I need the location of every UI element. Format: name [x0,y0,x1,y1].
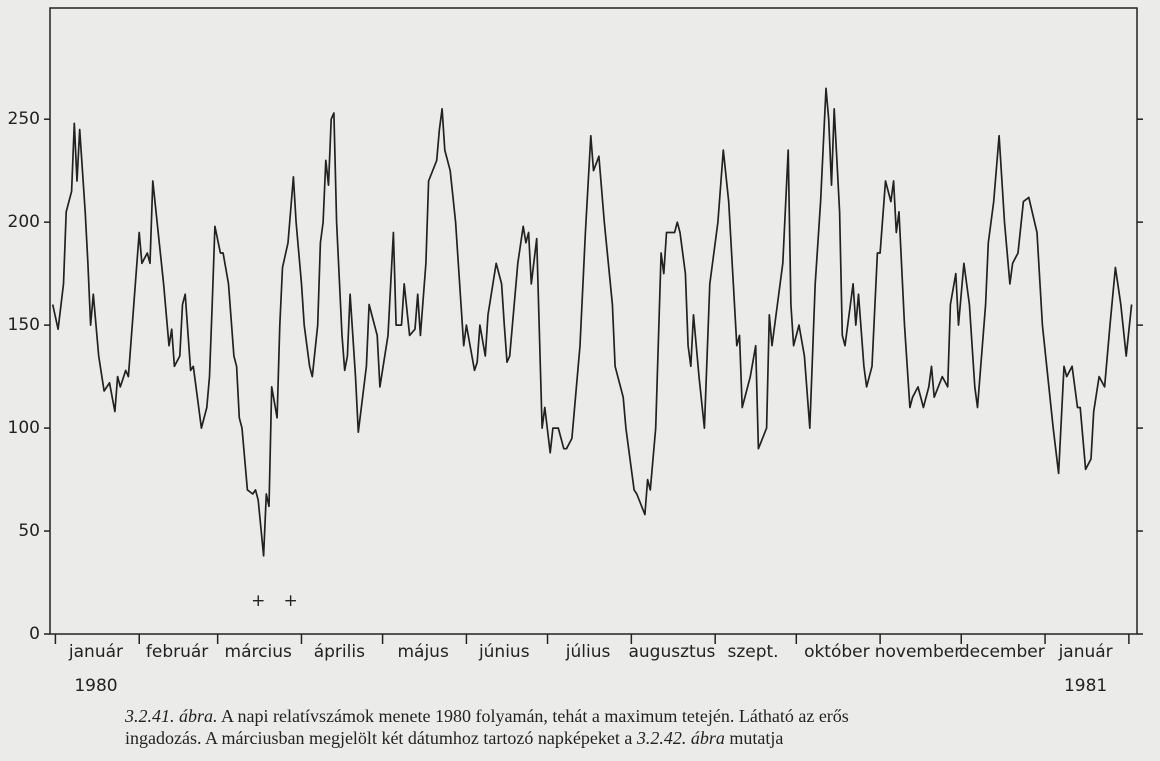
x-tick-label: augusztus [628,642,715,662]
x-tick-label: július [565,642,611,662]
x-tick-label: április [314,642,365,662]
year-label: 1981 [1064,676,1107,696]
caption-line: 3.2.41. ábra. A napi relatívszámok menet… [124,706,849,726]
x-tick-label: november [875,642,962,662]
caption-text: mutatja [729,728,783,748]
x-tick-label: január [1058,642,1113,662]
x-tick-label: október [804,642,870,662]
x-tick-label: május [397,642,448,662]
x-tick-label: június [478,642,530,662]
y-tick-label: 50 [18,521,40,541]
x-tick-label: december [959,642,1045,662]
date-marker: + [284,591,298,611]
x-tick-label: szept. [727,642,778,662]
x-tick-label: február [146,642,208,662]
caption-text: A napi relatívszámok menete 1980 folyamá… [221,706,849,726]
y-tick-label: 150 [8,315,40,335]
caption-text: ingadozás. A márciusban megjelölt két dá… [125,728,632,748]
caption-ref: 3.2.42. ábra [636,728,725,748]
y-tick-label: 100 [8,418,40,438]
caption-label: 3.2.41. ábra. [124,706,218,726]
caption-line: ingadozás. A márciusban megjelölt két dá… [125,728,783,748]
y-tick-label: 250 [8,109,40,129]
data-line [51,87,1133,557]
date-marker: + [251,591,265,611]
x-tick-label: január [68,642,123,662]
x-tick-label: március [225,642,292,662]
y-tick-label: 200 [8,212,40,232]
plot-frame [49,7,1138,635]
year-label: 1980 [74,676,117,696]
y-tick-label: 0 [29,624,40,644]
